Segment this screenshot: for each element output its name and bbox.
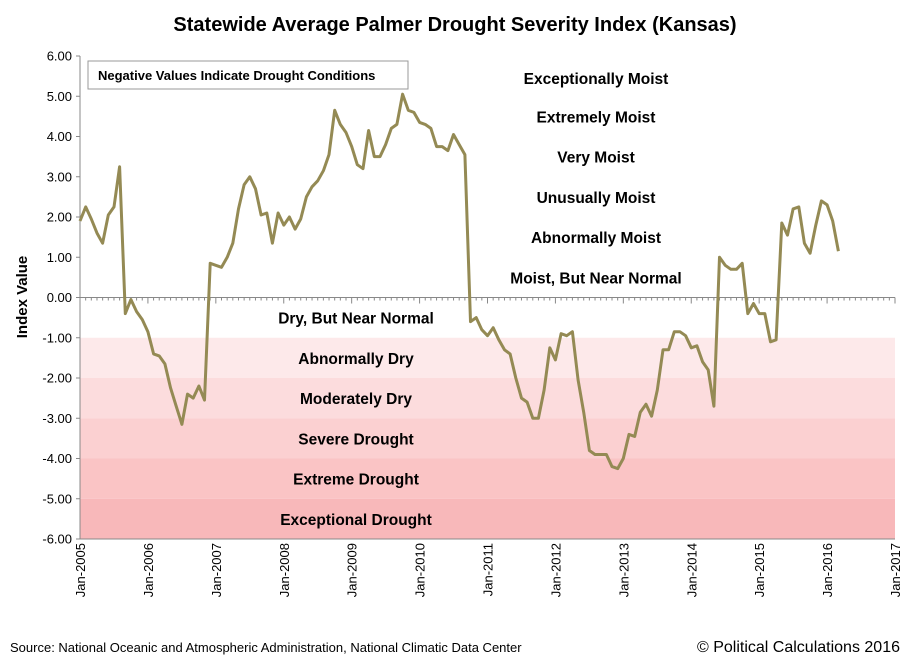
y-tick-label: 3.00 xyxy=(47,169,72,184)
y-tick-label: 6.00 xyxy=(47,49,72,64)
band-label-dry: Moderately Dry xyxy=(300,391,412,408)
y-tick-labels: 6.00 5.00 4.00 3.00 2.00 1.00 0.00 -1.00 -2.00 -3… xyxy=(42,49,80,547)
drought-bands xyxy=(80,337,895,539)
copyright: © Political Calculations 2016 xyxy=(697,639,900,656)
x-tick-label: Jan-2005 xyxy=(73,543,88,597)
y-tick-label: -6.00 xyxy=(42,532,72,547)
band-label-dry: Exceptional Drought xyxy=(280,512,432,529)
band-label-moist: Unusually Moist xyxy=(537,190,656,207)
annotation-text: Negative Values Indicate Drought Conditi… xyxy=(98,68,375,83)
dry-band xyxy=(80,378,895,419)
chart-title: Statewide Average Palmer Drought Severit… xyxy=(173,14,736,36)
source-note: Source: National Oceanic and Atmospheric… xyxy=(10,640,522,655)
x-tick-label: Jan-2017 xyxy=(888,543,903,597)
x-tick-label: Jan-2016 xyxy=(820,543,835,597)
x-tick-label: Jan-2006 xyxy=(141,543,156,597)
x-tick-label: Jan-2015 xyxy=(752,543,767,597)
band-label-moist: Exceptionally Moist xyxy=(524,71,669,88)
pdsi-series-line xyxy=(78,92,840,471)
series-line-group xyxy=(78,92,840,471)
axes xyxy=(79,56,896,540)
x-tick-label: Jan-2014 xyxy=(684,543,699,597)
band-label-moist: Very Moist xyxy=(557,150,635,167)
y-tick-label: 0.00 xyxy=(47,290,72,305)
dry-band xyxy=(80,337,895,378)
x-tick-label: Jan-2012 xyxy=(548,543,563,597)
band-label-moist: Abnormally Moist xyxy=(531,230,661,247)
y-tick-label: -5.00 xyxy=(42,491,72,506)
x-tick-label: Jan-2007 xyxy=(209,543,224,597)
annotation-box-frame xyxy=(87,60,409,90)
dry-band xyxy=(80,498,895,539)
band-label-dry: Abnormally Dry xyxy=(298,351,414,368)
band-label-moist: Extremely Moist xyxy=(537,109,656,126)
y-tick-label: -3.00 xyxy=(42,411,72,426)
x-tick-label: Jan-2009 xyxy=(345,543,360,597)
y-axis-label: Index Value xyxy=(14,256,31,339)
y-tick-label: 1.00 xyxy=(47,250,72,265)
x-tick-label: Jan-2011 xyxy=(481,543,496,596)
x-tick-label: Jan-2010 xyxy=(413,543,428,597)
band-label-dry: Extreme Drought xyxy=(293,472,419,489)
band-label-dry: Severe Drought xyxy=(298,431,413,448)
y-tick-label: -4.00 xyxy=(42,451,72,466)
dry-band xyxy=(80,458,895,499)
y-tick-label: 2.00 xyxy=(47,210,72,225)
x-tick-labels: Jan-2005 Jan-2006 Jan-2007 Jan-2008 Jan-2009… xyxy=(73,543,903,597)
band-label-moist: Moist, But Near Normal xyxy=(510,270,681,287)
y-tick-label: -2.00 xyxy=(42,371,72,386)
band-labels: Exceptionally Moist Extremely Moist Very M… xyxy=(278,71,682,529)
y-tick-label: 4.00 xyxy=(47,129,72,144)
dry-band xyxy=(80,418,895,459)
annotation-box: Negative Values Indicate Drought Conditi… xyxy=(87,60,409,90)
y-tick-label: 5.00 xyxy=(47,89,72,104)
y-tick-label: -1.00 xyxy=(42,330,72,345)
x-tick-label: Jan-2013 xyxy=(616,543,631,597)
band-label-dry: Dry, But Near Normal xyxy=(278,311,434,328)
x-tick-label: Jan-2008 xyxy=(277,543,292,597)
